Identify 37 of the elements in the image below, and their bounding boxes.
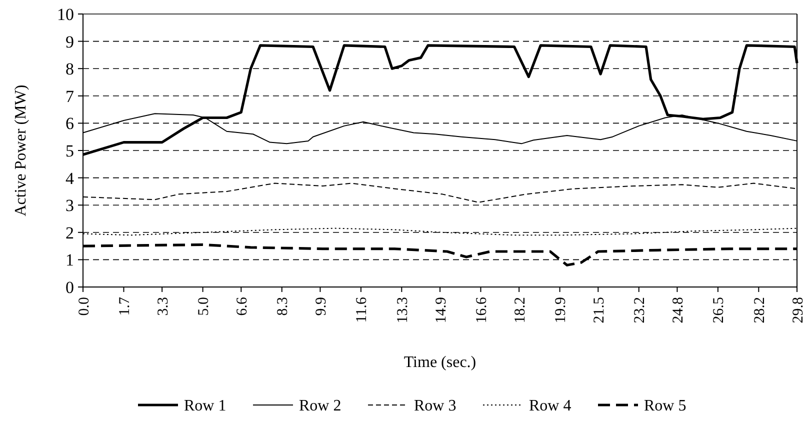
- x-tick-label: 6.6: [234, 296, 250, 316]
- x-tick-label: 23.2: [632, 297, 648, 324]
- x-tick-label: 9.9: [313, 297, 330, 316]
- y-tick-label: 8: [66, 60, 74, 79]
- x-tick-label: 1.7: [116, 296, 133, 316]
- x-tick-label: 29.8: [790, 297, 806, 324]
- x-tick-label: 18.2: [512, 297, 528, 324]
- x-tick-label: 26.5: [711, 297, 728, 324]
- x-tick-label: 5.0: [196, 297, 212, 316]
- x-tick-label: 24.8: [670, 297, 686, 324]
- x-tick-label: 11.6: [354, 296, 370, 323]
- legend-label: Row 3: [414, 398, 456, 415]
- legend-label: Row 2: [299, 398, 342, 415]
- legend-label: Row 5: [644, 398, 686, 415]
- x-tick-label: 0.0: [76, 297, 92, 316]
- y-tick-label: 0: [66, 278, 74, 297]
- y-axis-title: Active Power (MW): [12, 84, 30, 216]
- y-tick-label: 6: [66, 114, 74, 134]
- y-tick-label: 7: [66, 86, 74, 106]
- y-tick-label: 2: [66, 223, 74, 242]
- x-tick-label: 19.9: [553, 297, 570, 324]
- y-tick-label: 1: [66, 250, 74, 270]
- x-axis-title: Time (sec.): [404, 354, 476, 371]
- x-tick-label: 28.2: [752, 297, 768, 324]
- y-tick-label: 9: [66, 32, 74, 52]
- y-tick-label: 4: [66, 168, 74, 188]
- x-tick-label: 13.3: [394, 297, 411, 324]
- legend-label: Row 1: [184, 398, 226, 415]
- x-tick-label: 21.5: [591, 297, 608, 324]
- x-tick-label: 3.3: [155, 297, 172, 316]
- legend-label: Row 4: [529, 398, 572, 415]
- x-tick-label: 8.3: [275, 297, 292, 316]
- x-tick-label: 16.6: [474, 296, 490, 324]
- y-tick-label: 5: [66, 141, 74, 160]
- x-tick-label: 14.9: [433, 297, 450, 324]
- y-tick-label: 10: [57, 4, 74, 24]
- y-tick-label: 3: [66, 196, 74, 216]
